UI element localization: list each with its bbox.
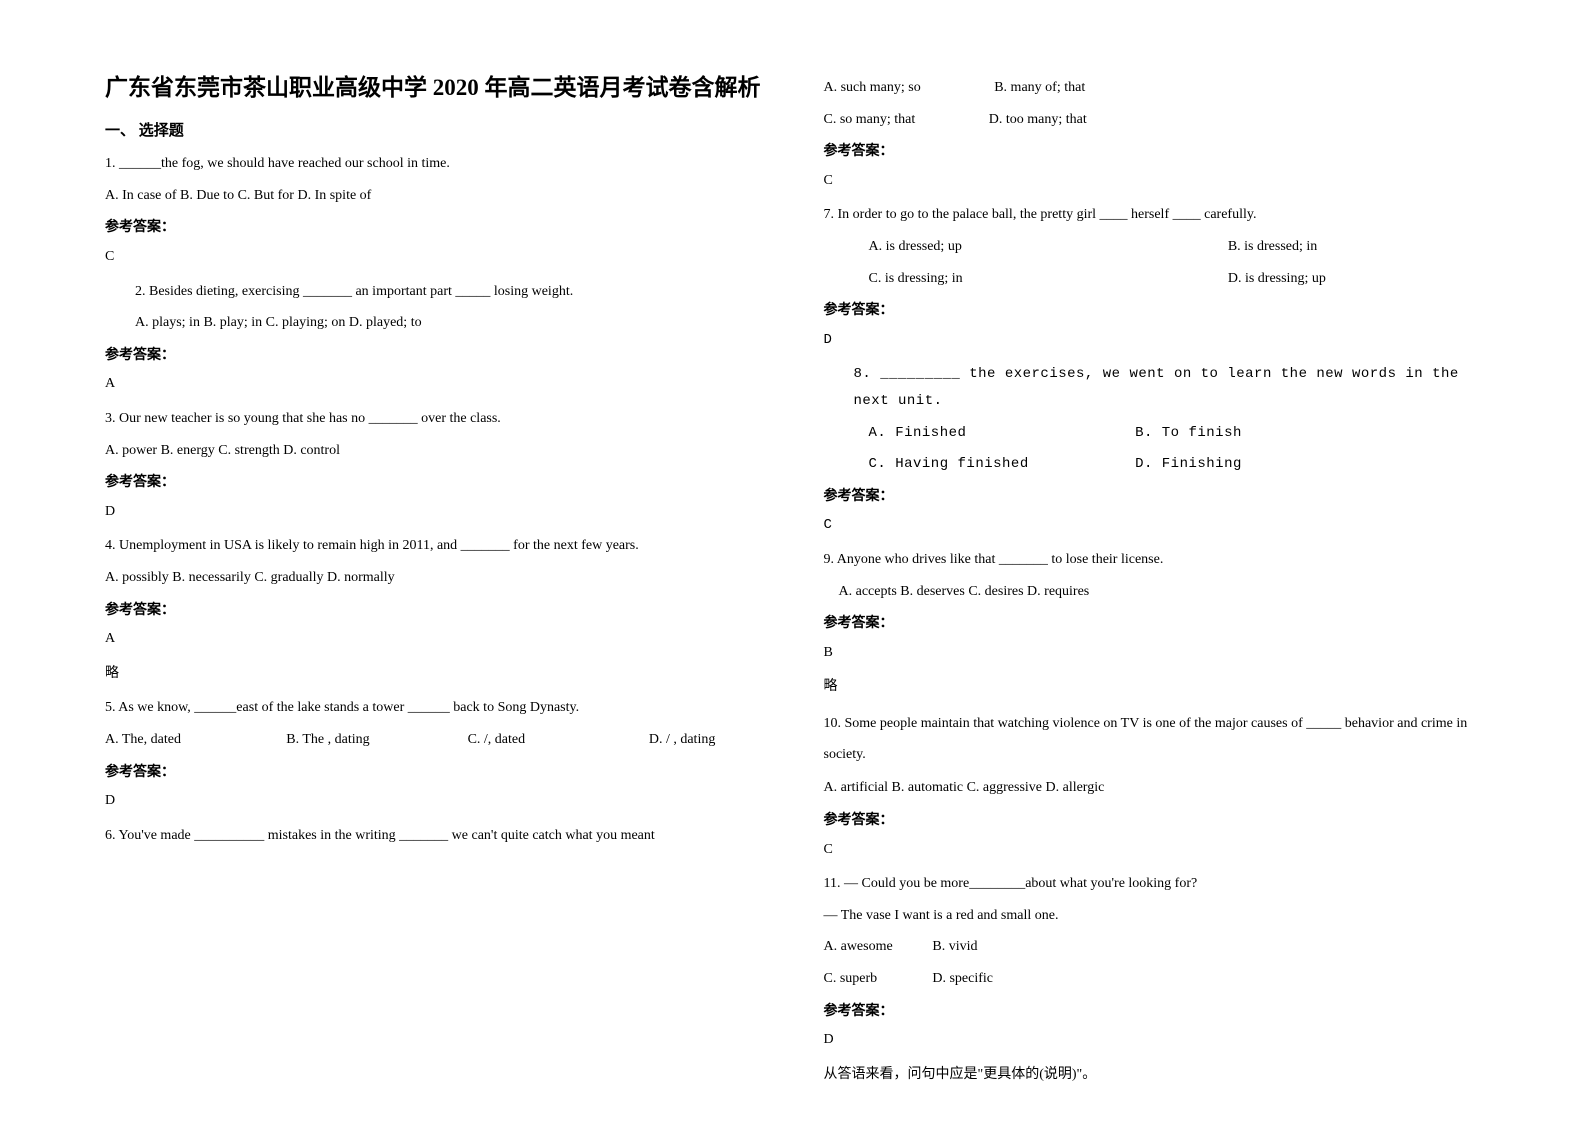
q11-options-row1: A. awesome B. vivid — [824, 934, 1483, 961]
q11-note: 从答语来看，问句中应是"更具体的(说明)"。 — [824, 1062, 1483, 1089]
q7-opt-d: D. is dressing; up — [1228, 271, 1326, 286]
q9-stem: 9. Anyone who drives like that _______ t… — [824, 547, 1483, 574]
q5-opt-d: D. / , dating — [649, 727, 716, 754]
q2-options: A. plays; in B. play; in C. playing; on … — [105, 310, 764, 337]
q9-options: A. accepts B. deserves C. desires D. req… — [824, 579, 1483, 606]
q7-options-row2: C. is dressing; in D. is dressing; up — [824, 266, 1483, 293]
q11-stem2: — The vase I want is a red and small one… — [824, 903, 1483, 930]
q1-answer: C — [105, 244, 764, 271]
q6-opt-c: C. so many; that — [824, 107, 916, 134]
q1-options: A. In case of B. Due to C. But for D. In… — [105, 183, 764, 210]
q2-answer-label: 参考答案： — [105, 343, 764, 370]
q3-answer-label: 参考答案： — [105, 470, 764, 497]
q1-stem: 1. ______the fog, we should have reached… — [105, 151, 764, 178]
q5-opt-c: C. /, dated — [468, 727, 646, 754]
q8-options-row2: C. Having finished D. Finishing — [824, 451, 1483, 478]
left-column: 广东省东莞市茶山职业高级中学 2020 年高二英语月考试卷含解析 一、 选择题 … — [95, 70, 794, 1082]
q7-opt-b: B. is dressed; in — [1228, 239, 1317, 254]
q11-opt-a: A. awesome — [824, 934, 929, 961]
q5-options: A. The, dated B. The , dating C. /, date… — [105, 727, 764, 754]
q4-omit: 略 — [105, 661, 764, 688]
q6-stem: 6. You've made __________ mistakes in th… — [105, 823, 764, 850]
q6-options-row1: A. such many; so B. many of; that — [824, 75, 1483, 102]
q5-answer-label: 参考答案： — [105, 760, 764, 787]
q6-opt-d: D. too many; that — [989, 112, 1087, 127]
q5-answer: D — [105, 788, 764, 815]
q7-answer: D — [824, 327, 1483, 354]
q3-options: A. power B. energy C. strength D. contro… — [105, 438, 764, 465]
exam-title: 广东省东莞市茶山职业高级中学 2020 年高二英语月考试卷含解析 — [105, 70, 764, 107]
q10-answer-label: 参考答案： — [824, 808, 1483, 835]
q9-omit: 略 — [824, 674, 1483, 701]
q10-stem: 10. Some people maintain that watching v… — [824, 709, 1483, 771]
q4-answer: A — [105, 626, 764, 653]
q6-options-row2: C. so many; that D. too many; that — [824, 107, 1483, 134]
q8-opt-d: D. Finishing — [1135, 456, 1242, 472]
q11-opt-b: B. vivid — [932, 939, 977, 954]
q6-opt-a: A. such many; so — [824, 75, 921, 102]
q11-opt-c: C. superb — [824, 966, 929, 993]
q8-stem: 8. _________ the exercises, we went on t… — [824, 361, 1483, 414]
right-column: A. such many; so B. many of; that C. so … — [794, 70, 1493, 1082]
q11-stem1: 11. — Could you be more________about wha… — [824, 871, 1483, 898]
q8-opt-a: A. Finished — [869, 420, 1127, 447]
q8-options-row1: A. Finished B. To finish — [824, 420, 1483, 447]
q2-stem: 2. Besides dieting, exercising _______ a… — [105, 279, 764, 306]
q2-answer: A — [105, 371, 764, 398]
q8-opt-c: C. Having finished — [869, 451, 1127, 478]
q4-stem: 4. Unemployment in USA is likely to rema… — [105, 533, 764, 560]
q11-answer-label: 参考答案： — [824, 999, 1483, 1026]
q11-options-row2: C. superb D. specific — [824, 966, 1483, 993]
q7-answer-label: 参考答案： — [824, 298, 1483, 325]
q8-answer-label: 参考答案： — [824, 484, 1483, 511]
q4-answer-label: 参考答案： — [105, 598, 764, 625]
q10-options: A. artificial B. automatic C. aggressive… — [824, 775, 1483, 802]
q6-answer-label: 参考答案： — [824, 139, 1483, 166]
q7-stem: 7. In order to go to the palace ball, th… — [824, 202, 1483, 229]
q7-opt-c: C. is dressing; in — [869, 266, 1225, 293]
q7-options-row1: A. is dressed; up B. is dressed; in — [824, 234, 1483, 261]
q8-opt-b: B. To finish — [1135, 425, 1242, 441]
q9-answer-label: 参考答案： — [824, 611, 1483, 638]
q11-answer: D — [824, 1027, 1483, 1054]
q1-answer-label: 参考答案： — [105, 215, 764, 242]
q6-answer: C — [824, 168, 1483, 195]
q5-opt-a: A. The, dated — [105, 727, 283, 754]
q10-answer: C — [824, 837, 1483, 864]
q4-options: A. possibly B. necessarily C. gradually … — [105, 565, 764, 592]
q6-opt-b: B. many of; that — [994, 80, 1085, 95]
q5-opt-b: B. The , dating — [286, 727, 464, 754]
q11-opt-d: D. specific — [932, 971, 993, 986]
q3-answer: D — [105, 499, 764, 526]
q7-opt-a: A. is dressed; up — [869, 234, 1225, 261]
q9-answer: B — [824, 640, 1483, 667]
section-1-header: 一、 选择题 — [105, 117, 764, 146]
q8-answer: C — [824, 512, 1483, 539]
q5-stem: 5. As we know, ______east of the lake st… — [105, 695, 764, 722]
q3-stem: 3. Our new teacher is so young that she … — [105, 406, 764, 433]
